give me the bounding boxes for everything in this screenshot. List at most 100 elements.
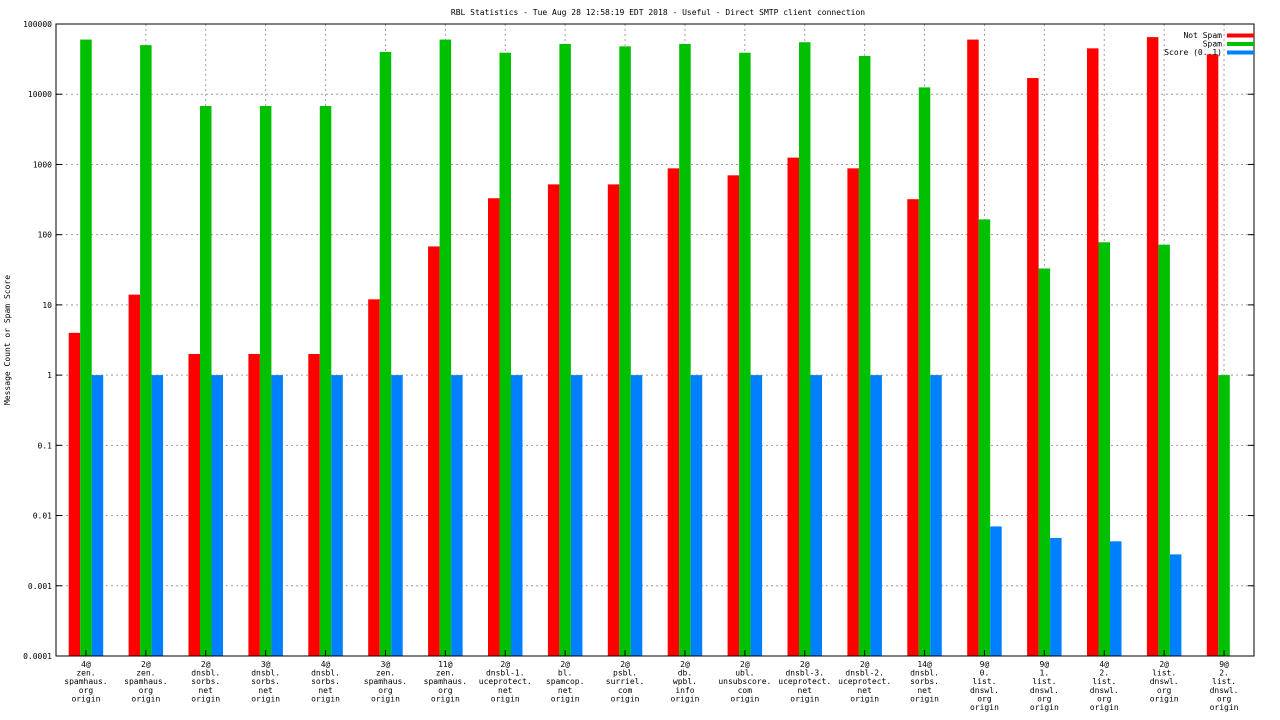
x-tick-label-line: 2. [1099,669,1109,678]
x-tick-label-line: 2@ [500,660,510,669]
x-tick-label-line: list. [1152,669,1176,678]
x-tick-label: 2@ bl. spamcop. net origin [546,660,585,703]
bar-not-spam [607,184,620,656]
x-tick-label-line: spamhaus. [64,677,107,686]
y-tick-label: 0.01 [33,512,52,521]
x-tick-label-line: com [738,686,753,695]
legend-swatch [1227,50,1254,55]
x-tick-label-line: dnswl. [1090,686,1119,695]
x-tick-label: 9@ 0. list. dnswl. org origin [970,660,999,712]
x-tick-label-line: org [139,686,154,695]
x-tick-label-line: 9@ [980,660,990,669]
x-tick-label-line: origin [850,694,879,703]
x-tick-label-line: 2@ [740,660,750,669]
bar-score-0-1 [211,375,223,656]
y-tick-label: 100000 [23,20,52,29]
x-tick-label-line: 2@ [141,660,151,669]
legend-swatch [1227,33,1254,38]
x-tick-label-line: 2@ [620,660,630,669]
x-tick-label-line: db. [678,669,692,678]
x-tick-label: 4@ 2. list. dnswl. org origin [1090,660,1119,712]
bar-not-spam [847,168,859,656]
x-tick-label-line: sorbs. [251,677,280,686]
bar-score-0-1 [511,375,523,656]
bar-not-spam [308,353,320,656]
x-tick-label: 2@ ubl. unsubscore. com origin [718,660,771,703]
bar-score-0-1 [630,375,643,656]
bar-spam [1098,242,1110,656]
x-tick-label-line: spamhaus. [424,677,467,686]
x-tick-label-line: 2@ [860,660,870,669]
x-tick-label-line: uceprotect. [838,677,891,686]
x-tick-label-line: list. [1092,677,1116,686]
x-tick-label-line: org [1037,694,1052,703]
x-tick-label-line: net [917,686,932,695]
bar-spam [739,52,751,656]
bar-score-0-1 [930,375,942,656]
x-tick-label-line: spamhaus. [124,677,167,686]
bar-spam [559,43,571,657]
bar-not-spam [547,184,560,656]
x-tick-label: 2@ list. dnswl. org origin [1150,660,1179,703]
x-tick-label-line: origin [71,694,100,703]
x-tick-label-line: bl. [558,669,572,678]
bar-not-spam [368,299,380,656]
x-tick-label-line: dnswl. [970,686,999,695]
x-tick-label-line: org [378,686,393,695]
x-tick-label-line: dnswl. [1150,677,1179,686]
x-tick-label-line: 4@ [321,660,331,669]
x-tick-label-line: origin [910,694,939,703]
y-axis-ticks: 0.0001 0.001 0.01 0.1 1 10 100 1000 10000 100000 [23,20,1254,661]
legend-label: Not Spam [1183,31,1222,40]
bar-score-0-1 [870,375,882,656]
x-tick-label-line: spamhaus. [364,677,407,686]
x-tick-label-line: org [1217,694,1232,703]
plot-frame [55,23,1255,657]
x-tick-label-line: 9@ [1219,660,1229,669]
bar-not-spam [1027,78,1039,656]
x-tick-label-line: net [558,686,573,695]
x-tick-label-line: dnsbl. [311,669,340,678]
x-tick-label: 2@ dnsbl-1. uceprotect. net origin [479,660,532,703]
bar-not-spam [128,294,141,656]
x-tick-label-line: origin [670,694,699,703]
x-tick-label: 4@ dnsbl. sorbs. net origin [311,660,340,703]
x-tick-label-line: 11@ [438,660,453,669]
bar-score-0-1 [451,375,463,656]
x-tick-label: 9@ 1. list. dnswl. org origin [1030,660,1059,712]
bar-score-0-1 [810,375,822,656]
x-tick-label-line: 3@ [261,660,271,669]
x-tick-label-line: dnsbl-1. [486,669,525,678]
x-tick-label-line: info [675,686,694,695]
x-tick-label-line: org [977,694,992,703]
bar-spam [259,105,272,656]
x-tick-label-line: spamcop. [546,677,585,686]
x-tick-label-line: origin [311,694,340,703]
bar-spam [1158,244,1170,656]
bar-spam [918,87,931,656]
x-tick-label: 3@ zen. spamhaus. org origin [364,660,407,703]
bar-spam [499,52,511,656]
legend-label: Score (0..1) [1164,48,1222,57]
bar-score-0-1 [271,375,283,656]
bar-score-0-1 [750,375,763,656]
bar-spam [1218,375,1230,656]
x-tick-label-line: unsubscore. [718,677,771,686]
x-tick-label-line: 4@ [81,660,91,669]
x-tick-label-line: 2@ [680,660,690,669]
x-tick-label-line: 0. [980,669,990,678]
chart-title: RBL Statistics - Tue Aug 28 12:58:19 EDT… [451,8,865,17]
bar-not-spam [188,353,200,656]
bar-not-spam [1206,54,1219,656]
x-tick-label-line: 4@ [1099,660,1109,669]
x-tick-label-line: origin [251,694,280,703]
bar-score-0-1 [990,526,1002,656]
x-tick-label-line: zen. [436,669,455,678]
bar-not-spam [488,198,500,656]
x-tick-label-line: 3@ [381,660,391,669]
grid-lines [56,24,1254,656]
bar-spam [799,42,811,657]
bar-not-spam [1146,37,1159,657]
x-tick-label-line: list. [1212,677,1236,686]
